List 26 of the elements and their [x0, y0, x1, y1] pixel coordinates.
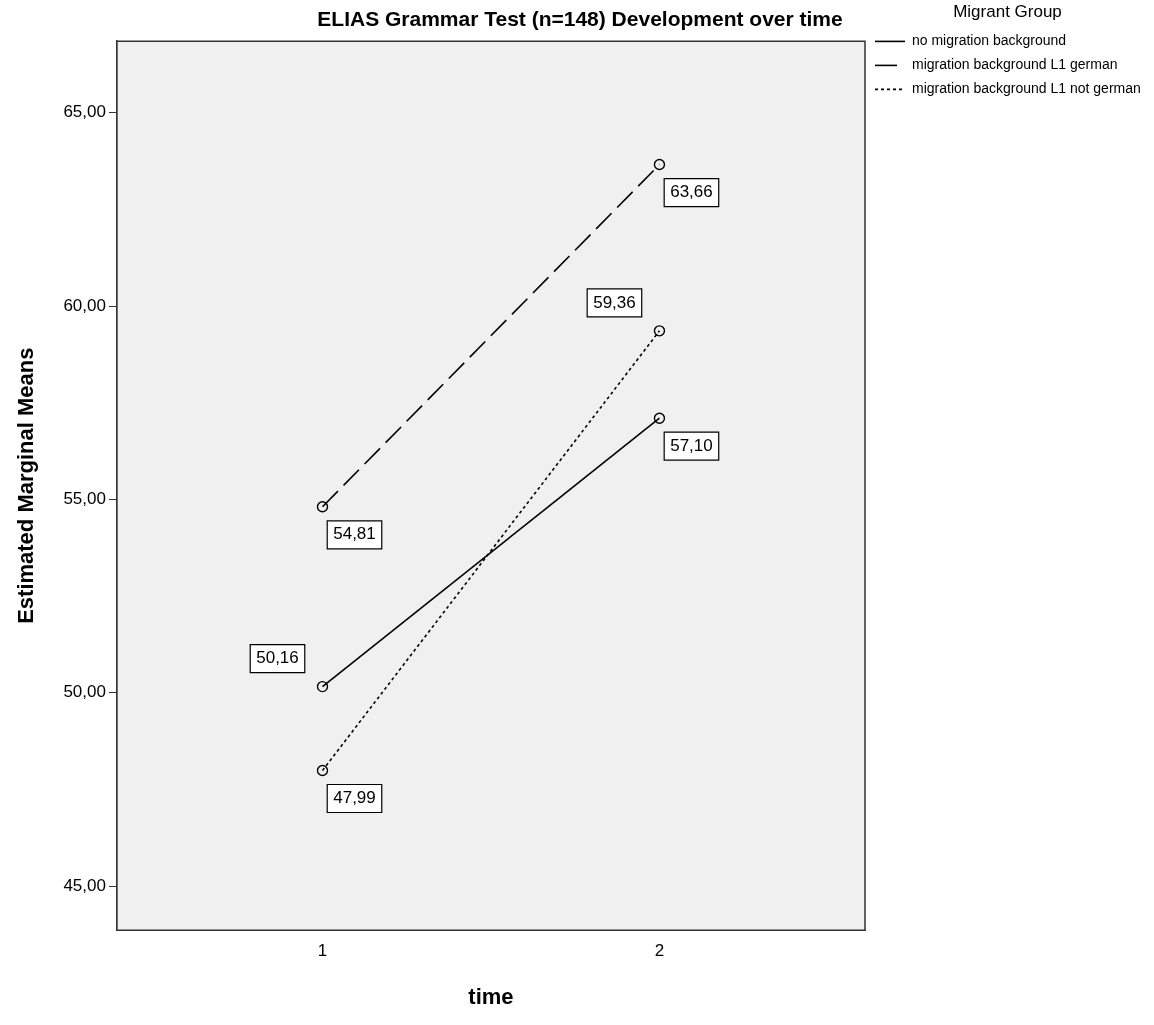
y-axis-title: Estimated Marginal Means: [13, 347, 39, 624]
chart-title: ELIAS Grammar Test (n=148) Development over time: [317, 7, 843, 31]
point: [316, 501, 329, 513]
y-tick-label: 45,00: [63, 875, 106, 895]
point: [316, 680, 329, 693]
point: [653, 325, 666, 337]
point: [653, 412, 666, 424]
legend-label: migration background L1 german: [912, 56, 1118, 73]
x-tick-label: 1: [317, 941, 328, 961]
data-label: 50,16: [256, 648, 299, 668]
data-label: 63,66: [670, 182, 713, 202]
y-tick-label: 50,00: [63, 682, 106, 702]
x-axis-title: time: [468, 983, 514, 1009]
x-tick-label: 2: [654, 941, 665, 961]
y-tick-label: 55,00: [63, 489, 106, 509]
y-tick-label: 65,00: [63, 102, 106, 122]
y-tick-label: 60,00: [63, 295, 106, 315]
legend-label: no migration background: [912, 32, 1067, 49]
data-label: 57,10: [670, 435, 713, 455]
legend-label: migration background L1 not german: [912, 80, 1141, 97]
data-label: 47,99: [333, 788, 376, 808]
data-label: 59,36: [593, 292, 636, 312]
point: [653, 158, 666, 171]
data-label: 54,81: [333, 524, 376, 544]
legend-title: Migrant Group: [953, 2, 1062, 22]
point: [316, 764, 329, 777]
